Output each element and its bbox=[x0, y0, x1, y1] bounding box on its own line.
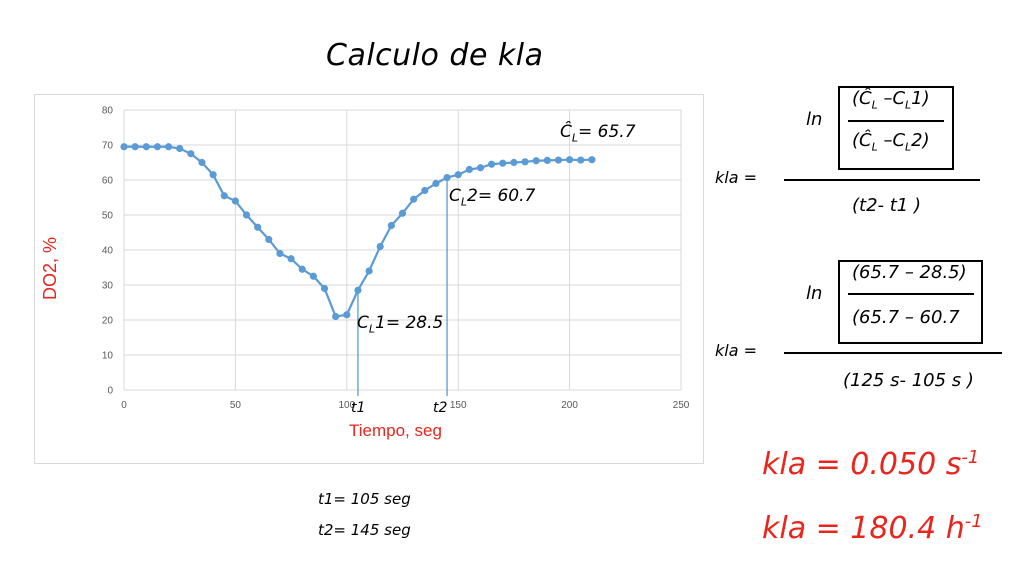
data-point bbox=[242, 211, 251, 219]
formula1-ln: ln bbox=[806, 109, 823, 130]
do2-line-chart: 0 10 20 30 40 50 60 70 80 0 50 100 150 200 250 bbox=[102, 106, 690, 412]
data-point bbox=[231, 197, 239, 205]
data-point bbox=[421, 186, 429, 195]
data-point bbox=[120, 143, 128, 151]
chart-panel: 0 10 20 30 40 50 60 70 80 0 50 100 150 200 250 bbox=[34, 94, 704, 464]
data-point bbox=[510, 158, 518, 167]
data-point bbox=[376, 242, 384, 251]
annotation-cl1: CL1= 28.5 bbox=[357, 313, 444, 336]
data-point bbox=[554, 156, 563, 164]
formula1-inner-line bbox=[848, 120, 944, 122]
data-point bbox=[220, 192, 228, 200]
footnote-t2: t2= 145 seg bbox=[318, 521, 411, 539]
data-point bbox=[398, 209, 407, 217]
formula2-lhs: kla = bbox=[715, 341, 758, 360]
formula1-denominator-inner: (ĈL –CL2) bbox=[852, 130, 930, 154]
data-point bbox=[532, 157, 540, 165]
data-point bbox=[566, 156, 574, 164]
annotation-cl-hat: ĈL= 65.7 bbox=[560, 122, 636, 145]
data-point bbox=[187, 150, 195, 158]
formula2-main-line bbox=[784, 352, 1002, 354]
x-tick-label: 250 bbox=[673, 400, 690, 411]
x-tick-label: 200 bbox=[561, 400, 578, 411]
data-point bbox=[153, 143, 162, 151]
x-tick-label: 0 bbox=[121, 400, 127, 411]
data-point bbox=[410, 195, 418, 203]
data-point bbox=[454, 171, 462, 179]
page-title: Calculo de kla bbox=[326, 38, 544, 73]
formula1-main-line bbox=[784, 179, 980, 181]
y-tick-label: 80 bbox=[102, 106, 114, 117]
x-tick-label: 100 bbox=[338, 400, 355, 411]
formula2-numerator: (65.7 – 28.5) bbox=[852, 262, 967, 283]
data-point bbox=[499, 159, 507, 167]
data-point bbox=[176, 144, 184, 153]
y-tick-label: 10 bbox=[102, 351, 114, 362]
formula1-denominator: (t2- t1 ) bbox=[852, 195, 922, 216]
y-tick-label: 0 bbox=[107, 386, 113, 397]
data-point bbox=[142, 143, 150, 151]
x-tick-label: 50 bbox=[230, 400, 242, 411]
data-point bbox=[432, 179, 440, 188]
formula2-denominator-inner: (65.7 – 60.7 bbox=[852, 307, 960, 328]
annotation-t1: t1 bbox=[351, 400, 366, 416]
data-point bbox=[465, 165, 473, 174]
data-point bbox=[521, 158, 529, 166]
data-point bbox=[354, 286, 362, 294]
data-point bbox=[365, 267, 373, 275]
data-point bbox=[309, 272, 317, 280]
formula1-lhs: kla = bbox=[715, 168, 758, 187]
data-point bbox=[287, 255, 295, 263]
data-point bbox=[198, 158, 206, 167]
data-point bbox=[387, 221, 395, 230]
formula2-bracket bbox=[838, 260, 983, 344]
formula2-inner-line bbox=[848, 293, 974, 295]
annotation-cl2: CL2= 60.7 bbox=[449, 186, 536, 209]
formula2-denominator: (125 s- 105 s ) bbox=[843, 370, 974, 391]
data-point bbox=[276, 249, 284, 258]
data-point bbox=[332, 312, 340, 321]
data-point bbox=[588, 156, 596, 164]
y-tick-label: 30 bbox=[102, 281, 114, 292]
data-point bbox=[254, 223, 262, 231]
y-tick-label: 20 bbox=[102, 316, 114, 327]
y-tick-label: 40 bbox=[102, 246, 114, 257]
data-point bbox=[443, 173, 451, 182]
formula2-ln: ln bbox=[806, 283, 823, 304]
result-per-second: kla = 0.050 s-1 bbox=[762, 447, 980, 482]
data-point bbox=[164, 143, 173, 151]
data-point bbox=[298, 265, 306, 273]
formula1-numerator: (ĈL –CL1) bbox=[852, 88, 930, 112]
data-point bbox=[577, 156, 585, 164]
y-tick-label: 70 bbox=[102, 141, 114, 152]
formula1-bracket bbox=[838, 86, 954, 170]
y-axis-label: DO2, % bbox=[40, 236, 60, 300]
annotation-t2: t2 bbox=[433, 400, 448, 416]
x-tick-label: 150 bbox=[450, 400, 467, 411]
data-point bbox=[265, 235, 273, 244]
data-point bbox=[543, 156, 551, 164]
y-tick-label: 50 bbox=[102, 211, 114, 222]
data-point bbox=[131, 143, 139, 151]
x-axis-label: Tiempo, seg bbox=[349, 421, 442, 440]
footnote-t1: t1= 105 seg bbox=[318, 490, 411, 508]
data-point bbox=[488, 160, 496, 168]
data-point bbox=[320, 284, 329, 293]
data-point bbox=[476, 164, 485, 172]
y-tick-label: 60 bbox=[102, 176, 114, 187]
data-point bbox=[209, 171, 217, 179]
result-per-hour: kla = 180.4 h-1 bbox=[762, 511, 983, 546]
data-point bbox=[343, 311, 351, 319]
